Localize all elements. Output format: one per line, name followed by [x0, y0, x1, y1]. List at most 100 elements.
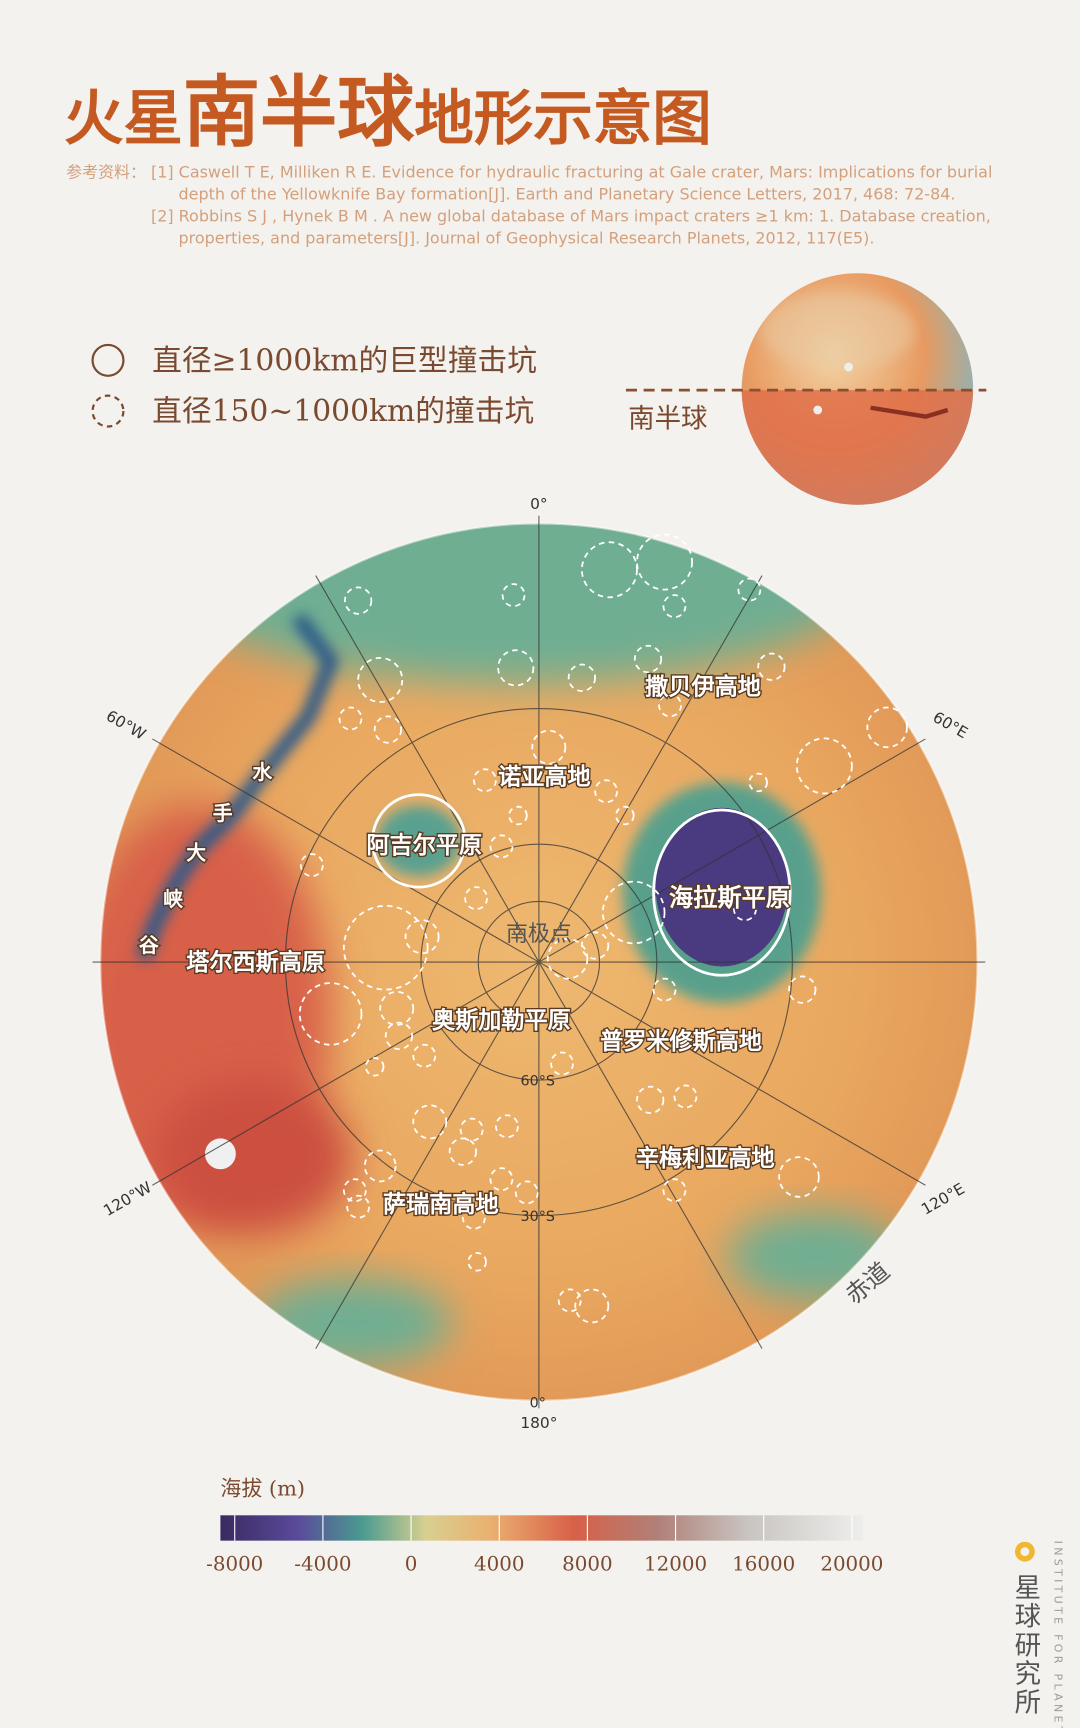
crater [412, 1043, 437, 1068]
large-crater [371, 793, 467, 889]
crater [748, 772, 768, 793]
crater [338, 706, 363, 731]
crater [615, 805, 635, 826]
crater [501, 583, 526, 608]
crater [497, 649, 535, 687]
brand-name: 星球研究所 [1009, 1574, 1040, 1717]
meridian [315, 961, 540, 1349]
longitude-label: 60°E [930, 708, 971, 742]
latitude-label: 0° [530, 1395, 546, 1411]
colorbar-title: 海拔 (m) [220, 1476, 305, 1500]
crater [357, 657, 404, 703]
map [99, 522, 979, 1402]
meridian [152, 738, 540, 963]
meridian [538, 961, 926, 1186]
meridian [538, 575, 763, 963]
region-label: 奥斯加勒平原 [432, 1007, 571, 1034]
latitude-label: 60°S [521, 1074, 555, 1090]
brand-english: INSTITUTE FOR PLANETS [1051, 1541, 1064, 1728]
region-label: 诺亚高地 [498, 764, 590, 791]
reference-label: 参考资料： [66, 162, 146, 181]
crater [567, 663, 596, 692]
region-label: 海拉斯平原 [669, 883, 790, 912]
valley-label: 水 [252, 760, 272, 784]
colorbar-tick-label: 16000 [732, 1552, 795, 1575]
crater [757, 652, 786, 681]
crater [673, 1084, 698, 1109]
crater [788, 975, 817, 1004]
globe [625, 273, 987, 505]
references: 参考资料： [1] Caswell T E, Milliken R E. Evid… [66, 162, 992, 247]
crater [495, 1114, 519, 1139]
legend-label: 直径150~1000km的撞击坑 [152, 394, 534, 429]
crater [580, 541, 638, 599]
crater [601, 880, 666, 945]
legend-solid-symbol [91, 343, 125, 377]
crater [636, 1085, 665, 1114]
crater [472, 768, 497, 793]
colorbar-tick-label: -8000 [206, 1552, 263, 1575]
map-labels: 0° 60°E 120°E 180° 120°W 60°W 60°S 30°S 0° 撒贝伊高地诺… [100, 495, 970, 1432]
colorbar-tick-label: 0 [405, 1552, 418, 1575]
crater [658, 693, 682, 718]
crater [404, 919, 440, 955]
latitude-label: 30°S [521, 1209, 555, 1225]
crater [557, 1288, 582, 1313]
crater [546, 938, 589, 980]
crater [662, 1178, 687, 1203]
crater [342, 1178, 367, 1203]
region-label: 普罗米修斯高地 [600, 1028, 762, 1055]
colorbar-ticks: -8000 -4000 0 4000 8000 12000 16000 20000 [206, 1515, 883, 1575]
valley-label: 大 [186, 841, 206, 865]
longitude-label: 60°W [103, 707, 149, 744]
region-label: 阿吉尔平原 [366, 832, 482, 859]
region-label: 撒贝伊高地 [645, 673, 761, 700]
colorbar-tick-label: -4000 [294, 1552, 351, 1575]
crater [373, 715, 403, 744]
colorbar-tick-label: 4000 [474, 1552, 524, 1575]
globe-label: 南半球 [628, 404, 707, 435]
crater [508, 805, 528, 826]
crater [662, 594, 687, 619]
crater [298, 982, 363, 1046]
valley-label: 谷 [139, 933, 159, 957]
reference-line: depth of the Yellowknife Bay formation[J… [179, 184, 956, 203]
region-label: 塔尔西斯高原 [186, 949, 325, 976]
craters [298, 533, 908, 1324]
crater [778, 1156, 820, 1198]
crater [866, 706, 908, 749]
legend-label: 直径≥1000km的巨型撞击坑 [152, 343, 537, 378]
valley-label: 峡 [163, 887, 183, 911]
crater [461, 1205, 486, 1230]
region-label: 辛梅利亚高地 [636, 1145, 775, 1172]
longitude-label: 180° [520, 1414, 557, 1432]
crater [514, 1180, 539, 1205]
meridian [315, 575, 540, 963]
crater [342, 904, 429, 991]
crater [363, 1149, 397, 1183]
reference-line: [2] Robbins S J , Hynek B M . A new glob… [151, 207, 991, 226]
crater [464, 886, 488, 911]
crater [550, 1051, 574, 1076]
large-crater [652, 808, 792, 977]
region-label: 南极点 [506, 922, 572, 947]
meridian [538, 738, 926, 963]
crater [652, 977, 677, 1002]
brand-logo-inner [1020, 1547, 1030, 1557]
colorbar [220, 1515, 863, 1541]
longitude-label: 120°E [918, 1180, 968, 1219]
crater [636, 533, 693, 591]
crater [489, 834, 514, 859]
crater [795, 737, 853, 795]
crater [633, 644, 663, 674]
crater [344, 586, 373, 615]
crater [379, 990, 415, 1026]
crater [737, 577, 762, 602]
valley-label: 手 [213, 801, 233, 825]
crater [594, 779, 619, 804]
crater [574, 1288, 610, 1324]
crater [467, 1252, 487, 1272]
colorbar-tick-label: 8000 [562, 1552, 612, 1575]
meridian [538, 961, 763, 1349]
